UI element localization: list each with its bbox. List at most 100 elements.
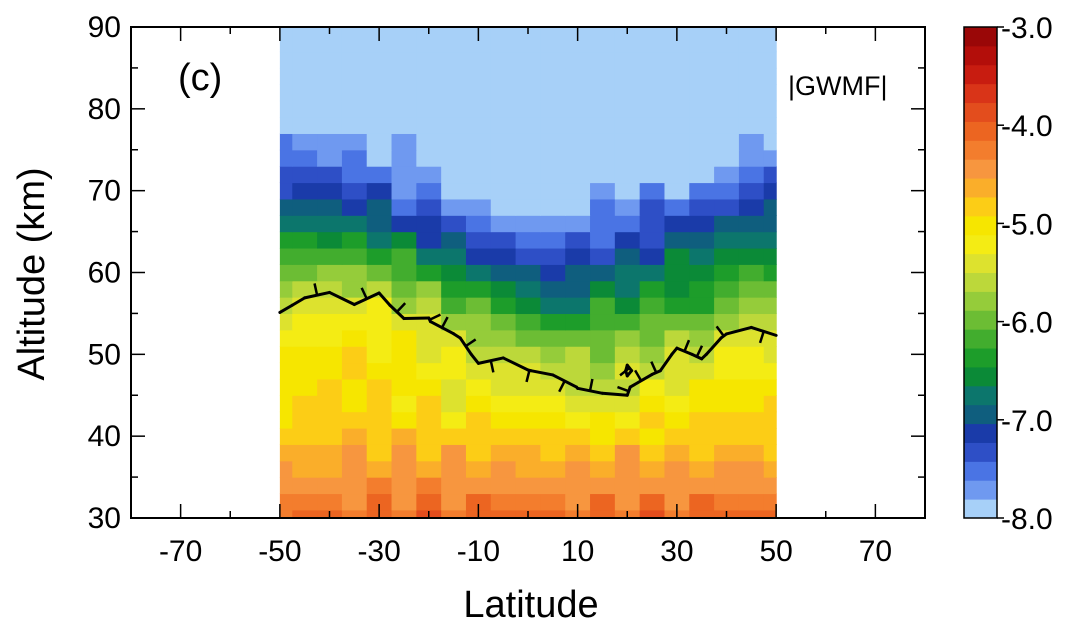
heatmap-cell: [763, 231, 777, 249]
heatmap-cell: [416, 198, 442, 216]
heatmap-cell: [664, 117, 690, 134]
heatmap-cell: [341, 215, 368, 233]
heatmap-cell: [590, 35, 616, 53]
heatmap-cell: [317, 411, 343, 429]
heatmap-cell: [465, 362, 492, 380]
heatmap-cell: [292, 509, 318, 519]
heatmap-cell: [279, 477, 293, 495]
heatmap-cell: [664, 247, 690, 265]
heatmap-cell: [279, 460, 293, 478]
heatmap-cell: [416, 51, 442, 69]
heatmap-cell: [490, 411, 517, 429]
x-tick-label: 50: [759, 535, 792, 568]
heatmap-cell: [416, 297, 442, 315]
contour-segment: [658, 352, 674, 373]
heatmap-cell: [515, 149, 542, 167]
heatmap-cell: [515, 51, 542, 69]
contour-hachure: [525, 370, 531, 383]
heatmap-cell: [689, 362, 715, 380]
heatmap-cell: [540, 427, 566, 445]
heatmap-cell: [614, 395, 641, 413]
heatmap-cell: [490, 313, 517, 331]
heatmap-cell: [292, 182, 318, 200]
colorbar-swatch: [964, 480, 997, 500]
heatmap-cell: [664, 411, 690, 429]
heatmap-cell: [391, 198, 417, 216]
heatmap-cell: [366, 67, 393, 85]
heatmap-cell: [714, 313, 740, 331]
contour-hachure: [650, 361, 658, 374]
heatmap-cell: [714, 133, 740, 151]
heatmap-cell: [738, 264, 765, 282]
variable-label: |GWMF|: [788, 71, 888, 101]
heatmap-cell: [391, 264, 417, 282]
heatmap-cell: [515, 493, 542, 511]
heatmap-cell: [565, 67, 591, 85]
heatmap-cell: [441, 297, 467, 315]
heatmap-cell: [391, 313, 417, 331]
heatmap-cell: [639, 427, 666, 445]
contour-lines: [278, 283, 778, 397]
heatmap-cell: [689, 444, 715, 462]
heatmap-cell: [366, 477, 393, 495]
heatmap-cell: [441, 247, 467, 265]
heatmap-cell: [391, 215, 417, 233]
heatmap-cell: [391, 67, 417, 85]
heatmap-cell: [441, 182, 467, 200]
heatmap-cell: [614, 51, 641, 69]
contour-hachure: [429, 313, 442, 321]
heatmap-cell: [515, 427, 542, 445]
heatmap-cell: [639, 411, 666, 429]
heatmap-cell: [689, 427, 715, 445]
heatmap-cell: [292, 378, 318, 396]
heatmap-cell: [341, 247, 368, 265]
colorbar-swatch: [964, 442, 997, 462]
heatmap-cell: [565, 149, 591, 167]
heatmap-cell: [689, 395, 715, 413]
heatmap-cell: [540, 198, 566, 216]
heatmap-cell: [540, 411, 566, 429]
heatmap-cell: [279, 215, 293, 233]
contour-hachure: [489, 360, 495, 373]
heatmap-cell: [689, 117, 715, 134]
x-tick-label: 30: [660, 535, 693, 568]
heatmap-cell: [540, 100, 566, 118]
heatmap-cell: [738, 411, 765, 429]
heatmap-cell: [441, 444, 467, 462]
heatmap-cell: [391, 133, 417, 151]
heatmap-cell: [738, 329, 765, 347]
heatmap-cell: [441, 27, 467, 36]
heatmap-cell: [441, 264, 467, 282]
heatmap-cell: [540, 27, 566, 36]
heatmap-cell: [416, 427, 442, 445]
heatmap-cell: [465, 100, 492, 118]
heatmap-cell: [540, 133, 566, 151]
heatmap-cell: [689, 67, 715, 85]
heatmap-cell: [465, 84, 492, 102]
heatmap-cell: [366, 427, 393, 445]
heatmap-cell: [391, 395, 417, 413]
heatmap-cell: [341, 313, 368, 331]
heatmap-cell: [366, 444, 393, 462]
heatmap-cell: [689, 509, 715, 519]
heatmap-cell: [540, 329, 566, 347]
heatmap-cell: [465, 460, 492, 478]
heatmap-cell: [490, 297, 517, 315]
heatmap-cell: [689, 460, 715, 478]
colorbar-swatch: [964, 291, 997, 311]
y-tick-label: 40: [88, 420, 121, 453]
heatmap-cell: [366, 247, 393, 265]
colorbar-swatch: [964, 272, 997, 292]
heatmap-cell: [292, 198, 318, 216]
heatmap-cell: [639, 51, 666, 69]
heatmap-cell: [465, 117, 492, 134]
contour-hachure: [360, 287, 368, 300]
contour-segment: [469, 352, 480, 365]
heatmap-cell: [590, 67, 616, 85]
heatmap-cell: [465, 477, 492, 495]
heatmap-cell: [590, 27, 616, 36]
heatmap-cell: [590, 313, 616, 331]
contour-segment: [352, 291, 381, 307]
heatmap-cell: [738, 460, 765, 478]
heatmap-cell: [540, 362, 566, 380]
